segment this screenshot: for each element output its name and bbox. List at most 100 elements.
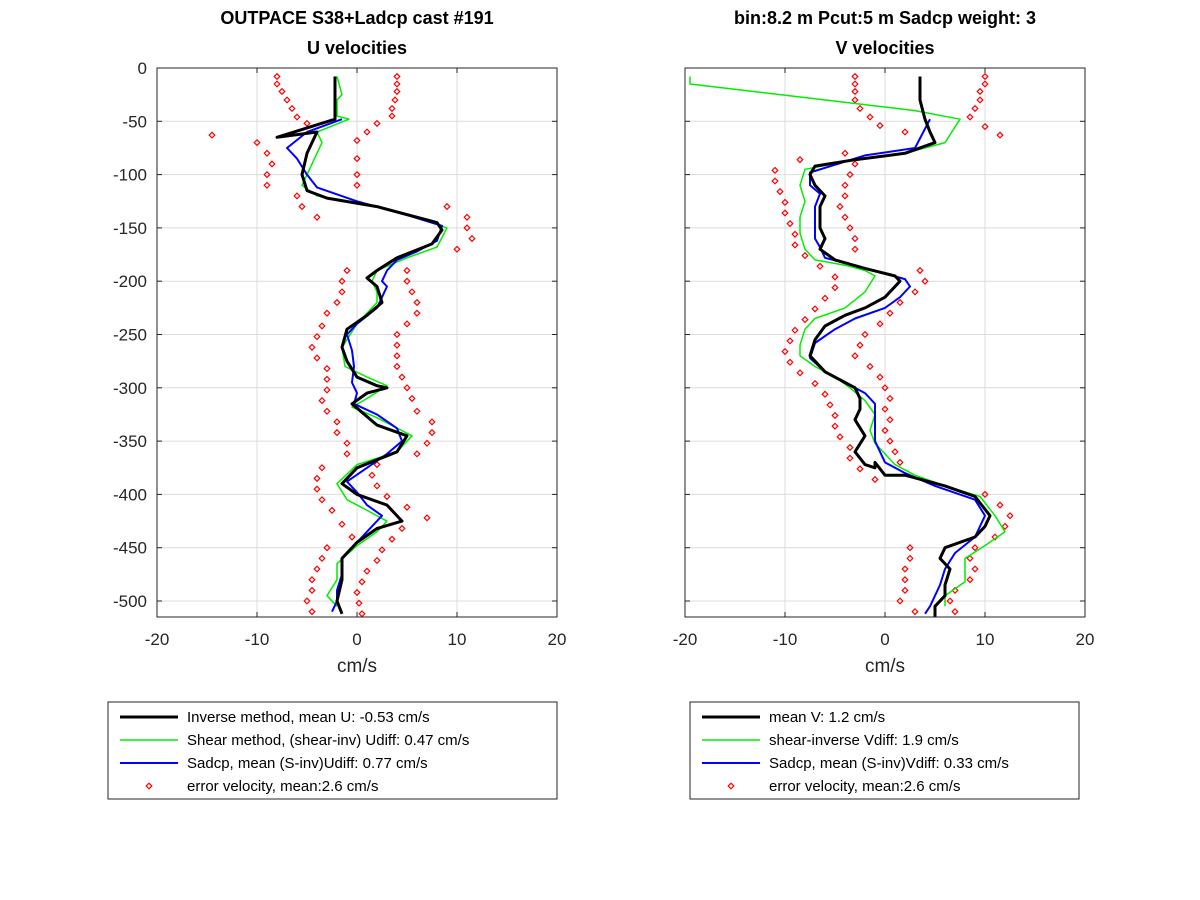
v-error-velocity-marker bbox=[796, 369, 804, 377]
v-error-velocity-marker bbox=[791, 241, 799, 249]
u-error-velocity-marker bbox=[428, 428, 436, 437]
v-error-velocity-marker bbox=[831, 273, 839, 281]
u-x-tick-label: 10 bbox=[448, 630, 467, 649]
u-chart-title-line1: OUTPACE S38+Ladcp cast #191 bbox=[220, 8, 493, 28]
v-error-velocity-marker bbox=[851, 72, 859, 81]
u-error-velocity-marker bbox=[293, 113, 301, 121]
v-error-velocity-marker bbox=[981, 72, 989, 81]
u-error-velocity-marker bbox=[318, 464, 326, 472]
u-legend-marker-swatch bbox=[145, 782, 153, 790]
u-error-velocity-marker bbox=[313, 565, 321, 573]
v-error-velocity-marker bbox=[906, 544, 914, 552]
v-chart-title-line2: V velocities bbox=[835, 38, 934, 58]
u-error-velocity-marker bbox=[388, 535, 396, 543]
v-error-velocity-marker bbox=[981, 80, 989, 88]
u-error-velocity-marker bbox=[413, 407, 421, 415]
v-error-velocity-marker bbox=[886, 437, 894, 445]
v-error-velocity-marker bbox=[966, 576, 974, 584]
v-error-velocity-marker bbox=[881, 426, 889, 435]
v-plot-frame bbox=[684, 67, 1086, 618]
u-series-layer bbox=[208, 72, 476, 618]
v-x-tick-label: 10 bbox=[976, 630, 995, 649]
v-error-velocity-marker bbox=[826, 401, 834, 409]
u-chart-title-line2: U velocities bbox=[307, 38, 407, 58]
v-error-velocity-marker bbox=[846, 224, 854, 232]
u-error-velocity-marker bbox=[318, 496, 326, 504]
u-error-velocity-marker bbox=[288, 104, 296, 113]
v-error-velocity-marker bbox=[911, 608, 919, 616]
u-error-velocity-marker bbox=[313, 213, 321, 221]
v-error-velocity-marker bbox=[876, 373, 884, 381]
v-error-velocity-marker bbox=[996, 131, 1004, 139]
u-y-tick-label: -50 bbox=[122, 112, 147, 131]
v-error-velocity-marker bbox=[901, 576, 909, 584]
u-error-velocity-marker bbox=[428, 418, 436, 426]
v-error-velocity-marker bbox=[856, 465, 864, 473]
u-error-velocity-marker bbox=[308, 576, 316, 584]
u-error-velocity-marker bbox=[318, 554, 326, 563]
u-error-velocity-marker bbox=[388, 104, 396, 113]
v-error-velocity-marker bbox=[991, 533, 999, 541]
u-error-velocity-marker bbox=[363, 128, 371, 136]
u-error-velocity-marker bbox=[388, 112, 396, 120]
u-error-velocity-marker bbox=[293, 192, 301, 200]
u-error-velocity-marker bbox=[338, 520, 346, 528]
v-error-velocity-marker bbox=[891, 448, 899, 456]
u-error-velocity-marker bbox=[313, 485, 321, 493]
v-error-velocity-marker bbox=[981, 122, 989, 131]
u-y-tick-label: -150 bbox=[113, 219, 147, 238]
v-error-velocity-marker bbox=[781, 347, 789, 356]
u-error-velocity-marker bbox=[308, 343, 316, 351]
u-y-tick-label: -500 bbox=[113, 592, 147, 611]
u-error-velocity-marker bbox=[353, 136, 361, 145]
u-error-velocity-marker bbox=[413, 450, 421, 458]
u-error-velocity-marker bbox=[403, 384, 411, 392]
u-error-velocity-marker bbox=[413, 309, 421, 317]
u-y-tick-label: -450 bbox=[113, 539, 147, 558]
u-error-velocity-marker bbox=[368, 471, 376, 479]
u-error-velocity-marker bbox=[333, 428, 341, 437]
v-shear-line bbox=[689, 76, 1006, 607]
u-error-velocity-marker bbox=[393, 362, 401, 371]
v-x-axis-label: cm/s bbox=[865, 656, 905, 677]
u-error-velocity-marker bbox=[393, 72, 401, 81]
v-error-velocity-marker bbox=[851, 352, 859, 360]
u-error-velocity-marker bbox=[303, 119, 311, 128]
v-error-velocity-marker bbox=[971, 565, 979, 573]
u-x-tick-label: 0 bbox=[352, 630, 361, 649]
v-error-velocity-marker bbox=[981, 490, 989, 499]
u-error-velocity-marker bbox=[268, 160, 276, 168]
u-error-velocity-marker bbox=[263, 170, 271, 179]
v-error-velocity-marker bbox=[966, 554, 974, 563]
u-error-velocity-marker bbox=[358, 578, 366, 586]
v-error-velocity-marker bbox=[996, 501, 1004, 509]
v-legend: mean V: 1.2 cm/s shear-inverse Vdiff: 1.9… bbox=[689, 701, 1080, 800]
v-error-velocity-marker bbox=[786, 337, 794, 345]
u-error-velocity-marker bbox=[403, 266, 411, 275]
u-error-velocity-marker bbox=[208, 131, 216, 139]
v-error-velocity-marker bbox=[886, 309, 894, 317]
v-x-tick-label: -20 bbox=[673, 630, 698, 649]
v-error-velocity-marker bbox=[811, 379, 819, 388]
v-x-tick-label: 20 bbox=[1076, 630, 1095, 649]
u-error-velocity-marker bbox=[453, 245, 461, 253]
u-error-velocity-marker bbox=[313, 474, 321, 483]
u-error-velocity-marker bbox=[338, 277, 346, 285]
u-y-tick-label: -400 bbox=[113, 485, 147, 504]
u-error-velocity-marker bbox=[263, 149, 271, 157]
v-error-velocity-marker bbox=[821, 390, 829, 398]
u-velocity-panel: OUTPACE S38+Ladcp cast #191 U velocities… bbox=[107, 8, 566, 800]
v-legend-label: Sadcp, mean (S-inv)Vdiff: 0.33 cm/s bbox=[769, 755, 1009, 772]
v-error-velocity-marker bbox=[971, 104, 979, 113]
u-error-velocity-marker bbox=[393, 352, 401, 360]
u-error-velocity-marker bbox=[403, 503, 411, 511]
v-error-velocity-marker bbox=[786, 219, 794, 228]
u-error-velocity-marker bbox=[333, 418, 341, 426]
v-error-velocity-marker bbox=[831, 411, 839, 420]
u-error-velocity-marker bbox=[318, 322, 326, 330]
v-error-velocity-marker bbox=[831, 422, 839, 430]
v-error-velocity-marker bbox=[846, 443, 854, 452]
v-error-velocity-marker bbox=[966, 113, 974, 121]
u-error-velocity-marker bbox=[328, 506, 336, 515]
